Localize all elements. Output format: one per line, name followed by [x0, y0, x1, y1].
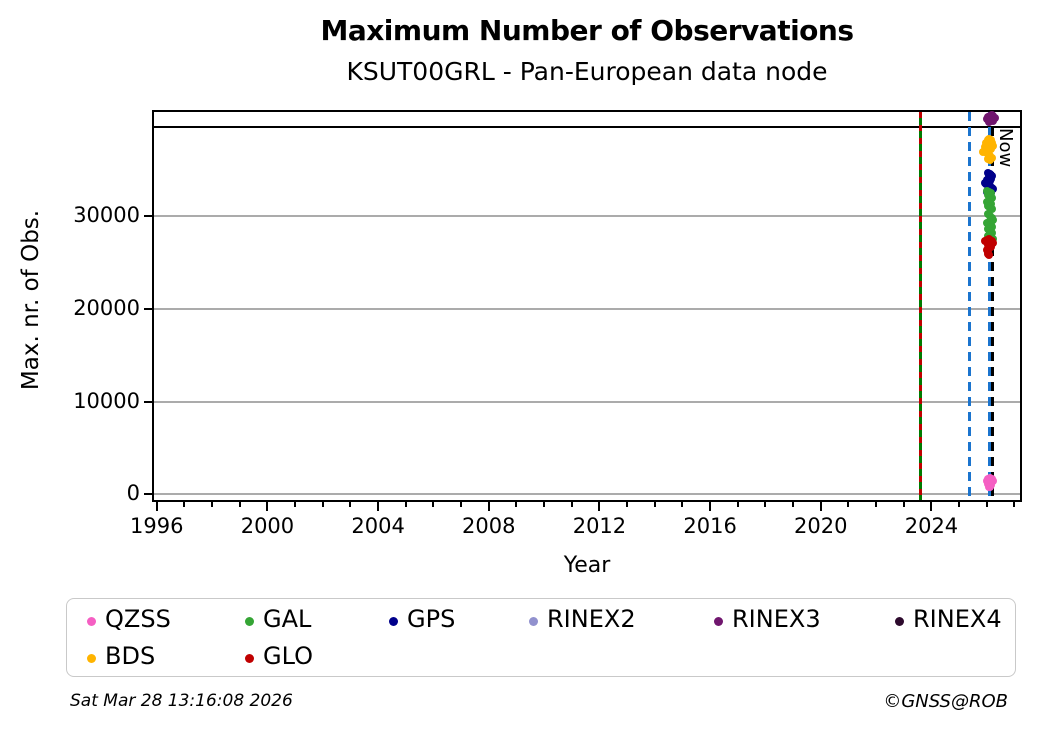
- x-minor-tick: [211, 502, 214, 507]
- legend-marker-gal: [244, 616, 254, 626]
- chart-subtitle: KSUT00GRL - Pan-European data node: [346, 57, 828, 86]
- x-minor-tick: [792, 502, 795, 507]
- x-tick-label: 1996: [130, 514, 184, 538]
- x-minor-tick: [321, 502, 324, 507]
- legend-label: RINEX3: [732, 605, 821, 633]
- x-major-tick: [487, 502, 490, 511]
- grid-line: [154, 400, 1020, 403]
- scatter-point-bds: [980, 143, 989, 152]
- x-minor-tick: [183, 502, 186, 507]
- legend-marker-glo: [244, 653, 254, 663]
- legend-marker-qzss: [86, 616, 96, 626]
- scatter-point-rinex3: [988, 117, 997, 126]
- vertical-marker-line-4: [991, 112, 995, 500]
- x-tick-label: 2008: [462, 514, 516, 538]
- legend-marker-bds: [86, 653, 96, 663]
- y-major-tick: [144, 307, 152, 310]
- x-minor-tick: [294, 502, 297, 507]
- x-minor-tick: [875, 502, 878, 507]
- grid-line: [154, 307, 1020, 310]
- x-major-tick: [930, 502, 933, 511]
- x-minor-tick: [626, 502, 629, 507]
- legend-marker-gps: [388, 616, 398, 626]
- x-major-tick: [819, 502, 822, 511]
- x-minor-tick: [764, 502, 767, 507]
- max-obs-reference-line: [154, 125, 1020, 129]
- x-minor-tick: [958, 502, 961, 507]
- legend-marker-rinex2: [528, 616, 538, 626]
- legend-marker-rinex4: [894, 616, 904, 626]
- y-major-tick: [144, 493, 152, 496]
- legend-label: GPS: [407, 605, 456, 633]
- now-annotation: Now: [995, 128, 1016, 168]
- y-tick-label: 30000: [73, 202, 140, 227]
- scatter-point-gal: [987, 205, 996, 214]
- x-minor-tick: [736, 502, 739, 507]
- scatter-point-bds: [986, 156, 995, 165]
- x-major-tick: [266, 502, 269, 511]
- x-tick-label: 2012: [572, 514, 627, 538]
- y-major-tick: [144, 400, 152, 403]
- x-minor-tick: [570, 502, 573, 507]
- x-minor-tick: [404, 502, 407, 507]
- x-minor-tick: [1013, 502, 1016, 507]
- credit-text: ©GNSS@ROB: [883, 691, 1008, 712]
- chart-title: Maximum Number of Observations: [320, 14, 854, 47]
- y-tick-label: 0: [126, 481, 140, 506]
- grid-line: [154, 214, 1020, 217]
- y-tick-label: 20000: [73, 295, 140, 320]
- legend-marker-rinex3: [713, 616, 723, 626]
- x-minor-tick: [349, 502, 352, 507]
- scatter-point-glo: [985, 251, 993, 260]
- legend-label: BDS: [105, 642, 156, 670]
- legend-label: QZSS: [105, 605, 171, 633]
- x-minor-tick: [653, 502, 656, 507]
- x-minor-tick: [515, 502, 518, 507]
- legend-label: RINEX4: [913, 605, 1002, 633]
- vertical-marker-line-1: [919, 112, 922, 500]
- vertical-marker-line-3: [988, 112, 992, 500]
- legend-label: RINEX2: [547, 605, 636, 633]
- x-minor-tick: [460, 502, 463, 507]
- legend-label: GLO: [263, 642, 314, 670]
- x-tick-label: 2000: [240, 514, 295, 538]
- x-tick-label: 2024: [904, 514, 959, 538]
- x-major-tick: [709, 502, 712, 511]
- x-major-tick: [377, 502, 380, 511]
- scatter-point-gal: [988, 215, 997, 224]
- x-minor-tick: [847, 502, 850, 507]
- x-minor-tick: [432, 502, 435, 507]
- x-minor-tick: [902, 502, 905, 507]
- legend-box: QZSS GAL GPS RINEX2 RINEX3 RINEX4 BDS GLO: [66, 598, 1016, 677]
- x-minor-tick: [543, 502, 546, 507]
- y-tick-label: 10000: [73, 388, 140, 413]
- y-major-tick: [144, 214, 152, 217]
- x-major-tick: [155, 502, 158, 511]
- vertical-marker-line-2: [968, 112, 972, 500]
- x-minor-tick: [238, 502, 241, 507]
- x-tick-label: 2004: [351, 514, 405, 538]
- x-minor-tick: [985, 502, 988, 507]
- scatter-point-gps: [985, 177, 994, 186]
- x-major-tick: [598, 502, 601, 511]
- x-minor-tick: [681, 502, 684, 507]
- legend-label: GAL: [263, 605, 312, 633]
- scatter-point-qzss: [986, 483, 995, 491]
- x-tick-label: 2016: [683, 514, 737, 538]
- x-tick-label: 2020: [794, 514, 848, 538]
- plot-area: [152, 110, 1022, 502]
- timestamp-text: Sat Mar 28 13:16:08 2026: [70, 691, 293, 711]
- x-axis-label: Year: [563, 553, 611, 578]
- grid-line: [154, 493, 1020, 496]
